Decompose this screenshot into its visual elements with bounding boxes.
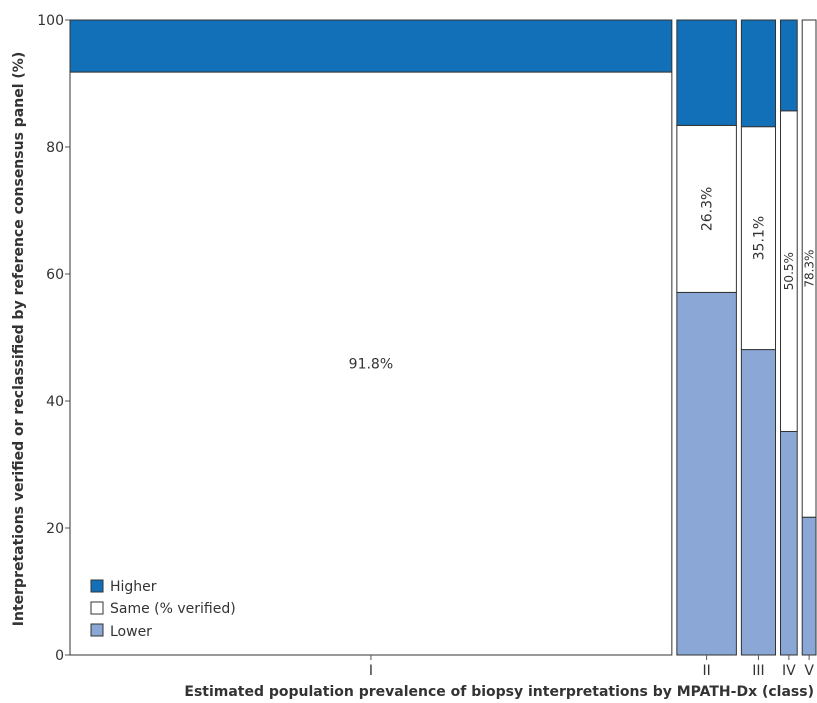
legend-swatch-same [90, 601, 104, 615]
bars: 91.8% 26.3% 35.1% 50.5% 78.3% [69, 19, 817, 656]
x-tick-label: IV [782, 663, 796, 679]
y-tick-label: 100 [37, 13, 64, 29]
y-tick-label: 80 [46, 140, 64, 156]
same-percent-label: 35.1% [751, 216, 767, 260]
y-tick-label: 60 [46, 267, 64, 283]
bar-segment-lower [676, 291, 737, 656]
x-ticks: I II III IV V [369, 655, 814, 679]
bar-segment-lower [780, 430, 798, 656]
bar-segment-higher [740, 19, 777, 128]
legend-swatch-higher [90, 579, 104, 593]
bar-column-II: 26.3% [676, 19, 737, 656]
bar-segment-same [740, 126, 777, 351]
x-tick-label: V [804, 663, 814, 679]
x-axis-title: Estimated population prevalence of biops… [184, 684, 814, 700]
bar-segment-higher [780, 19, 798, 112]
bar-column-V: 78.3% [801, 19, 817, 656]
y-tick-label: 0 [55, 648, 64, 664]
bar-segment-lower [740, 349, 777, 656]
legend-label-same: Same (% verified) [110, 601, 236, 617]
y-ticks: 0 20 40 60 80 100 [37, 13, 70, 664]
legend: Higher Same (% verified) Lower [90, 579, 236, 640]
bar-column-IV: 50.5% [780, 19, 798, 656]
x-tick-label: II [702, 663, 710, 679]
y-tick-label: 40 [46, 394, 64, 410]
legend-label-higher: Higher [110, 579, 157, 595]
same-percent-label: 50.5% [782, 252, 796, 290]
x-tick-label: III [752, 663, 764, 679]
same-percent-label: 91.8% [349, 357, 393, 373]
bar-column-I: 91.8% [69, 19, 673, 656]
bar-segment-same [801, 19, 817, 518]
same-percent-label: 78.3% [802, 250, 816, 288]
bar-segment-higher [676, 19, 737, 126]
same-percent-label: 26.3% [700, 187, 716, 231]
y-axis-title: Interpretations verified or reclassified… [11, 52, 27, 626]
bar-segment-lower [801, 516, 817, 656]
bar-segment-higher [69, 19, 673, 73]
x-tick-label: I [369, 663, 373, 679]
legend-label-lower: Lower [110, 624, 152, 640]
bar-segment-same [676, 124, 737, 293]
bar-column-III: 35.1% [740, 19, 777, 656]
y-tick-label: 20 [46, 521, 64, 537]
legend-swatch-lower [90, 623, 104, 637]
